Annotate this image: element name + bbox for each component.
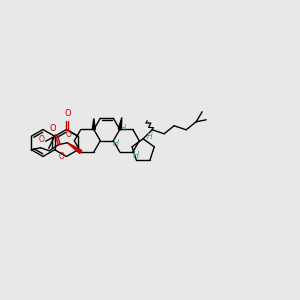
Text: O: O: [50, 124, 57, 133]
Text: O: O: [58, 152, 64, 161]
Text: H: H: [133, 151, 139, 160]
Text: O: O: [38, 135, 44, 144]
Text: H: H: [113, 139, 119, 148]
Polygon shape: [67, 143, 82, 154]
Text: O: O: [65, 130, 71, 139]
Text: H: H: [120, 124, 126, 133]
Text: H: H: [147, 132, 153, 141]
Polygon shape: [118, 118, 122, 130]
Polygon shape: [92, 118, 95, 130]
Text: O: O: [64, 110, 71, 118]
